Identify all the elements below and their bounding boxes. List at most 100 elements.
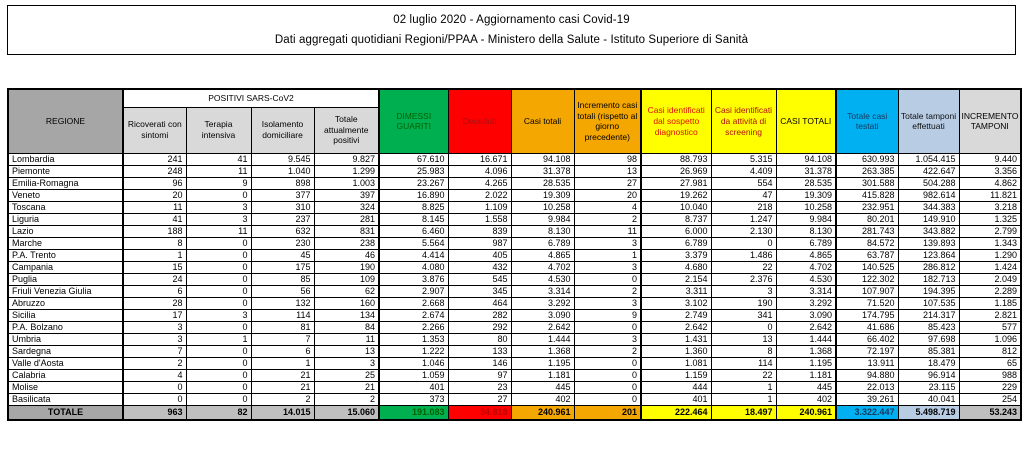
value-cell: 31.378 — [510, 164, 575, 178]
value-cell: 812 — [958, 344, 1022, 358]
value-cell: 10.258 — [510, 200, 575, 214]
value-cell: 8 — [122, 236, 187, 250]
region-name: Sicilia — [7, 308, 124, 322]
value-cell: 1.054.415 — [897, 152, 960, 166]
value-cell: 15.060 — [313, 404, 380, 421]
value-cell: 45 — [250, 248, 315, 262]
value-cell: 963 — [122, 404, 187, 421]
value-cell: 432 — [447, 260, 512, 274]
value-cell: 0 — [185, 260, 252, 274]
region-name: P.A. Bolzano — [7, 320, 124, 334]
col-header-ricoverati: Ricoverati con sintomi — [122, 106, 187, 154]
value-cell: 1.343 — [958, 236, 1022, 250]
value-cell: 987 — [447, 236, 512, 250]
value-cell: 2.749 — [640, 308, 712, 322]
value-cell: 2.154 — [640, 272, 712, 286]
region-name: Umbria — [7, 332, 124, 346]
value-cell: 5.564 — [378, 236, 449, 250]
value-cell: 3 — [122, 320, 187, 334]
value-cell: 4.862 — [958, 176, 1022, 190]
value-cell: 1.368 — [510, 344, 575, 358]
value-cell: 4.265 — [447, 176, 512, 190]
value-cell: 831 — [313, 224, 380, 238]
value-cell: 4.409 — [710, 164, 777, 178]
value-cell: 0 — [122, 380, 187, 394]
col-header-deceduti: Deceduti — [447, 88, 512, 154]
region-name: Lazio — [7, 224, 124, 238]
value-cell: 123.864 — [897, 248, 960, 262]
value-cell: 3.218 — [958, 200, 1022, 214]
value-cell: 218 — [710, 200, 777, 214]
value-cell: 2 — [573, 212, 642, 226]
value-cell: 545 — [447, 272, 512, 286]
value-cell: 2 — [250, 392, 315, 406]
value-cell: 97.698 — [897, 332, 960, 346]
value-cell: 238 — [313, 236, 380, 250]
value-cell: 190 — [313, 260, 380, 274]
value-cell: 21 — [250, 368, 315, 382]
value-cell: 1.360 — [640, 344, 712, 358]
table-row: Basilicata 0 0 2 2 373 27 402 0 401 1 402 39.261 40.0… — [7, 392, 1022, 406]
value-cell: 2 — [313, 392, 380, 406]
value-cell: 3.876 — [378, 272, 449, 286]
value-cell: 3.090 — [775, 308, 837, 322]
value-cell: 0 — [185, 356, 252, 370]
value-cell: 1.247 — [710, 212, 777, 226]
value-cell: 1.222 — [378, 344, 449, 358]
value-cell: 3.379 — [640, 248, 712, 262]
value-cell: 5.315 — [710, 152, 777, 166]
value-cell: 1.046 — [378, 356, 449, 370]
value-cell: 4.702 — [510, 260, 575, 274]
col-header-casi-testati: Totale casi testati — [835, 88, 899, 154]
value-cell: 324 — [313, 200, 380, 214]
value-cell: 3 — [313, 356, 380, 370]
value-cell: 0 — [573, 380, 642, 394]
value-cell: 0 — [573, 320, 642, 334]
value-cell: 1 — [185, 332, 252, 346]
table-row: Veneto 20 0 377 397 16.890 2.022 19.309 20 19.262… — [7, 188, 1022, 202]
value-cell: 282 — [447, 308, 512, 322]
region-name: Liguria — [7, 212, 124, 226]
value-cell: 188 — [122, 224, 187, 238]
value-cell: 71.520 — [835, 296, 899, 310]
value-cell: 0 — [573, 392, 642, 406]
value-cell: 2.642 — [775, 320, 837, 334]
value-cell: 1 — [250, 356, 315, 370]
value-cell: 18.497 — [710, 404, 777, 421]
value-cell: 6 — [122, 284, 187, 298]
region-name: P.A. Trento — [7, 248, 124, 262]
value-cell: 2.266 — [378, 320, 449, 334]
value-cell: 8.825 — [378, 200, 449, 214]
value-cell: 23.115 — [897, 380, 960, 394]
region-name: Marche — [7, 236, 124, 250]
value-cell: 4.080 — [378, 260, 449, 274]
value-cell: 2.907 — [378, 284, 449, 298]
value-cell: 15 — [122, 260, 187, 274]
report-title: 02 luglio 2020 - Aggiornamento casi Covi… — [393, 14, 630, 26]
value-cell: 16.890 — [378, 188, 449, 202]
value-cell: 80.201 — [835, 212, 899, 226]
value-cell: 405 — [447, 248, 512, 262]
col-header-incremento-casi: Incremento casi totali (rispetto al gior… — [573, 88, 642, 154]
value-cell: 8 — [710, 344, 777, 358]
value-cell: 3.314 — [510, 284, 575, 298]
value-cell: 377 — [250, 188, 315, 202]
value-cell: 41 — [185, 152, 252, 166]
value-cell: 281.743 — [835, 224, 899, 238]
value-cell: 3.314 — [775, 284, 837, 298]
value-cell: 114 — [250, 308, 315, 322]
value-cell: 174.795 — [835, 308, 899, 322]
value-cell: 6.789 — [510, 236, 575, 250]
value-cell: 345 — [447, 284, 512, 298]
value-cell: 0 — [185, 284, 252, 298]
value-cell: 47 — [710, 188, 777, 202]
table-row: Piemonte 248 11 1.040 1.299 25.983 4.096 31.378… — [7, 164, 1022, 178]
region-name: Friuli Venezia Giulia — [7, 284, 124, 298]
col-header-attualmente-positivi: Totale attualmente positivi — [313, 106, 380, 154]
value-cell: 41 — [122, 212, 187, 226]
value-cell: 182.713 — [897, 272, 960, 286]
value-cell: 3 — [573, 260, 642, 274]
value-cell: 1.003 — [313, 176, 380, 190]
value-cell: 1.444 — [775, 332, 837, 346]
